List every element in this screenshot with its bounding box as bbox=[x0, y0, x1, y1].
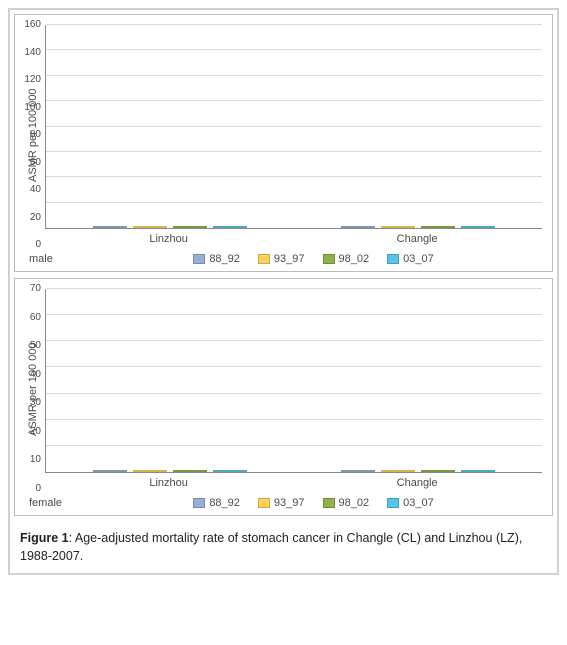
x-label: Linzhou bbox=[149, 233, 188, 245]
bar-linzhou-98_02 bbox=[173, 226, 207, 228]
figure-caption: Figure 1: Age-adjusted mortality rate of… bbox=[14, 522, 553, 569]
chart-panel-male: ASMR per 100 000020406080100120140160Lin… bbox=[14, 14, 553, 272]
plot-area bbox=[45, 25, 542, 229]
legend: 88_92 93_97 98_02 03_07 bbox=[85, 497, 542, 509]
legend-item-93_97: 93_97 bbox=[258, 497, 305, 509]
bar-groups bbox=[46, 289, 542, 472]
bar-linzhou-03_07 bbox=[213, 470, 247, 472]
legend-swatch bbox=[258, 498, 270, 508]
panel-label: male bbox=[25, 253, 85, 265]
legend-label: 98_02 bbox=[339, 253, 370, 265]
legend-label: 88_92 bbox=[209, 253, 240, 265]
chart-panel-female: ASMR per 100 000010203040506070LinzhouCh… bbox=[14, 278, 553, 516]
figure-container: ASMR per 100 000020406080100120140160Lin… bbox=[8, 8, 559, 575]
legend-label: 98_02 bbox=[339, 497, 370, 509]
legend-swatch bbox=[258, 254, 270, 264]
bar-changle-93_97 bbox=[381, 470, 415, 472]
legend-swatch bbox=[387, 498, 399, 508]
x-axis-labels: Linzhou Changle bbox=[45, 473, 542, 489]
caption-label: Figure 1 bbox=[20, 531, 69, 545]
legend-item-98_02: 98_02 bbox=[323, 253, 370, 265]
bar-group-linzhou bbox=[93, 226, 247, 228]
legend-item-88_92: 88_92 bbox=[193, 253, 240, 265]
x-label: Changle bbox=[397, 233, 438, 245]
charts-mount: ASMR per 100 000020406080100120140160Lin… bbox=[14, 14, 553, 516]
bar-group-changle bbox=[341, 470, 495, 472]
legend-item-03_07: 03_07 bbox=[387, 497, 434, 509]
x-label: Linzhou bbox=[149, 477, 188, 489]
legend-swatch bbox=[193, 498, 205, 508]
bar-linzhou-98_02 bbox=[173, 470, 207, 472]
bar-linzhou-03_07 bbox=[213, 226, 247, 228]
chart-area: ASMR per 100 000020406080100120140160Lin… bbox=[25, 25, 542, 245]
bar-linzhou-93_97 bbox=[133, 226, 167, 228]
bar-group-linzhou bbox=[93, 470, 247, 472]
plot-area bbox=[45, 289, 542, 473]
legend: 88_92 93_97 98_02 03_07 bbox=[85, 253, 542, 265]
bar-changle-98_02 bbox=[421, 226, 455, 228]
bar-changle-03_07 bbox=[461, 470, 495, 472]
legend-label: 03_07 bbox=[403, 253, 434, 265]
legend-label: 03_07 bbox=[403, 497, 434, 509]
plot-wrap: Linzhou Changle bbox=[45, 25, 542, 245]
chart-area: ASMR per 100 000010203040506070LinzhouCh… bbox=[25, 289, 542, 489]
bar-linzhou-93_97 bbox=[133, 470, 167, 472]
legend-label: 93_97 bbox=[274, 253, 305, 265]
bar-changle-88_92 bbox=[341, 470, 375, 472]
bar-group-changle bbox=[341, 226, 495, 228]
x-axis-labels: Linzhou Changle bbox=[45, 229, 542, 245]
panel-footer: male 88_92 93_97 98_02 03_07 bbox=[25, 253, 542, 265]
legend-swatch bbox=[387, 254, 399, 264]
x-label: Changle bbox=[397, 477, 438, 489]
plot-wrap: Linzhou Changle bbox=[45, 289, 542, 489]
caption-text: : Age-adjusted mortality rate of stomach… bbox=[20, 531, 522, 563]
bar-changle-98_02 bbox=[421, 470, 455, 472]
legend-item-98_02: 98_02 bbox=[323, 497, 370, 509]
legend-label: 88_92 bbox=[209, 497, 240, 509]
legend-swatch bbox=[323, 498, 335, 508]
legend-swatch bbox=[323, 254, 335, 264]
bar-groups bbox=[46, 25, 542, 228]
legend-item-93_97: 93_97 bbox=[258, 253, 305, 265]
bar-changle-88_92 bbox=[341, 226, 375, 228]
panel-footer: female 88_92 93_97 98_02 03_07 bbox=[25, 497, 542, 509]
legend-item-03_07: 03_07 bbox=[387, 253, 434, 265]
legend-swatch bbox=[193, 254, 205, 264]
legend-label: 93_97 bbox=[274, 497, 305, 509]
bar-changle-93_97 bbox=[381, 226, 415, 228]
bar-linzhou-88_92 bbox=[93, 470, 127, 472]
bar-linzhou-88_92 bbox=[93, 226, 127, 228]
legend-item-88_92: 88_92 bbox=[193, 497, 240, 509]
panel-label: female bbox=[25, 497, 85, 509]
bar-changle-03_07 bbox=[461, 226, 495, 228]
